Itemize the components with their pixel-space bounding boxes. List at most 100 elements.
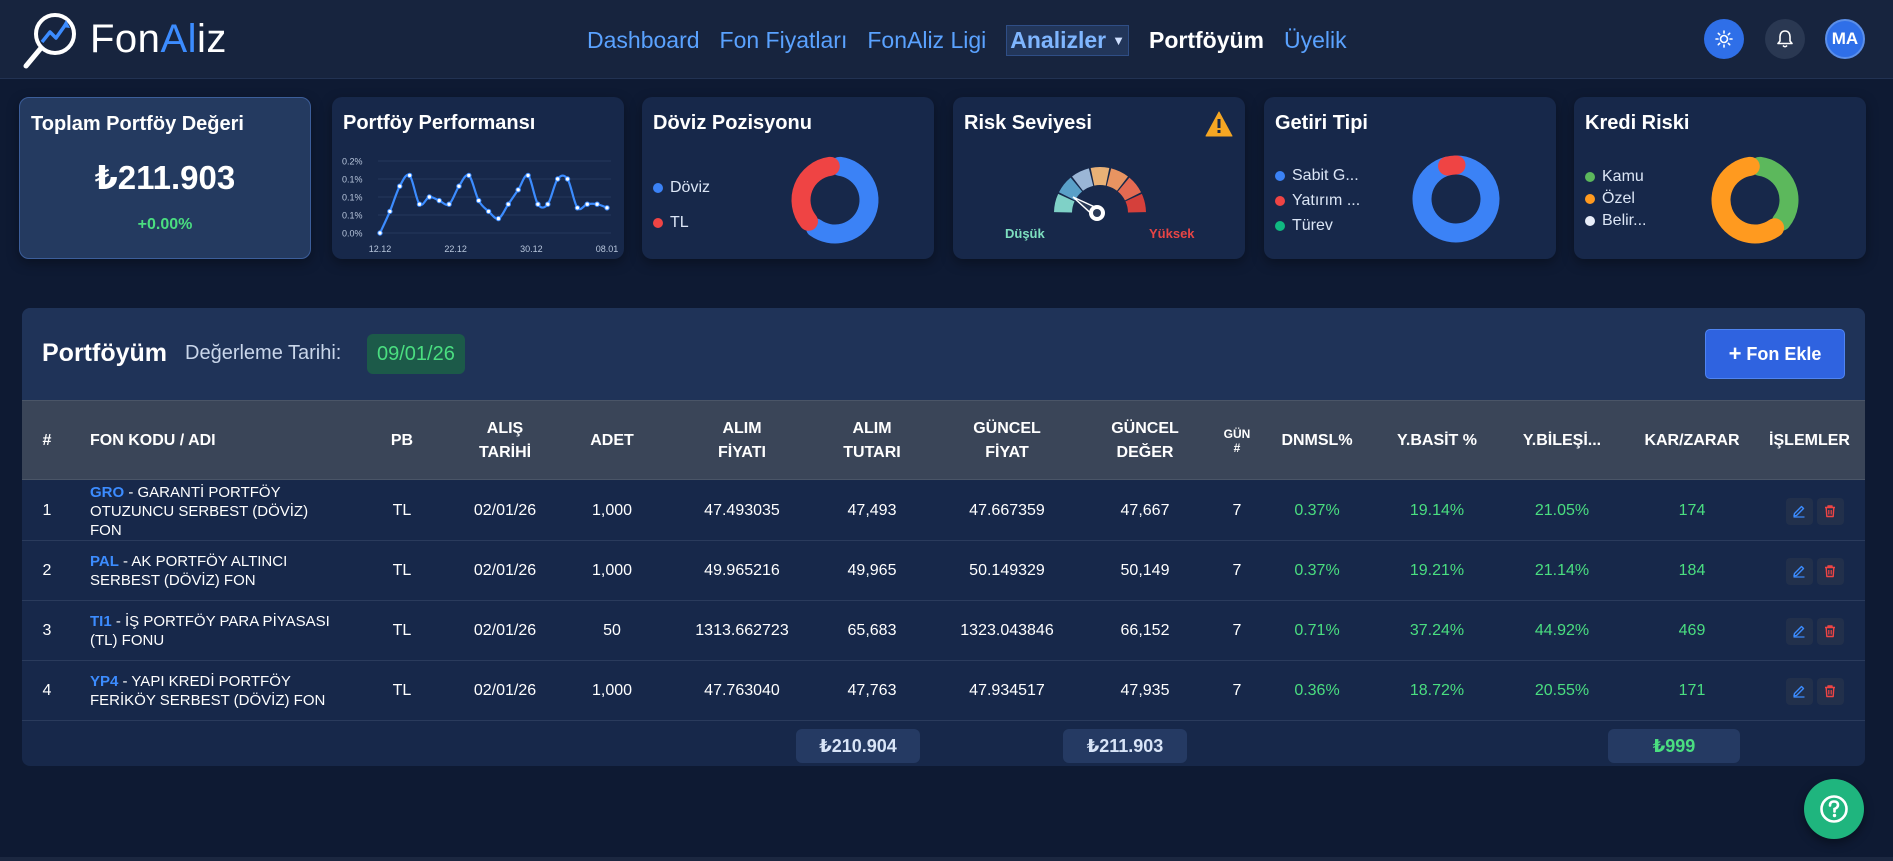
- col-buy-amount[interactable]: ALIM TUTARI: [843, 420, 901, 461]
- data-point[interactable]: [594, 201, 600, 207]
- sun-icon: [1715, 30, 1733, 48]
- donut-slice-0[interactable]: [1412, 155, 1500, 243]
- col-y-simple[interactable]: Y.BASİT %: [1396, 432, 1477, 449]
- data-point[interactable]: [554, 176, 561, 182]
- data-point[interactable]: [426, 194, 433, 200]
- nav-portfoyum[interactable]: Portföyüm: [1149, 26, 1264, 53]
- data-point[interactable]: [436, 197, 442, 204]
- donut-slice-1[interactable]: [791, 156, 840, 231]
- nav-dashboard[interactable]: Dashboard: [587, 26, 700, 53]
- data-point[interactable]: [515, 187, 521, 193]
- edit-button[interactable]: [1785, 557, 1813, 585]
- table-row[interactable]: 2 PAL - AK PORTFÖY ALTINCI SERBEST (DÖVİZ…: [22, 541, 1865, 601]
- data-point[interactable]: [397, 183, 403, 189]
- gauge-segment: [1106, 168, 1128, 191]
- valuation-date-badge: 09/01/26: [367, 334, 465, 374]
- nav-uyelik[interactable]: Üyelik: [1284, 26, 1347, 53]
- y-tick-label: 0.1%: [342, 211, 363, 221]
- cell-days: 7: [1232, 562, 1242, 579]
- data-point[interactable]: [574, 205, 581, 211]
- delete-button[interactable]: [1816, 557, 1844, 585]
- nav-fonaliz-ligi[interactable]: FonAliz Ligi: [867, 26, 987, 53]
- fund-code[interactable]: YP4: [90, 673, 119, 690]
- add-fund-button[interactable]: + Fon Ekle: [1705, 329, 1845, 379]
- total-portfolio-value: ₺211.903: [94, 159, 236, 196]
- fund-name: - İŞ PORTFÖY PARA PİYASASI (TL) FONU: [90, 613, 330, 649]
- data-point[interactable]: [416, 201, 423, 207]
- table-row[interactable]: 1 GRO - GARANTİ PORTFÖY OTUZUNCU SERBEST …: [22, 481, 1865, 541]
- fonaliz-logo[interactable]: FonAliz: [22, 8, 227, 70]
- cell-cur-price: 1323.043846: [960, 622, 1054, 639]
- edit-button[interactable]: [1785, 497, 1813, 525]
- donut-slice-0[interactable]: [1750, 156, 1799, 231]
- table-row[interactable]: 4 YP4 - YAPI KREDİ PORTFÖY FERİKÖY SERBES…: [22, 661, 1865, 721]
- edit-button[interactable]: [1785, 617, 1813, 645]
- col-days[interactable]: GÜN #: [1223, 427, 1251, 455]
- col-cur-value[interactable]: GÜNCEL DEĞER: [1111, 420, 1179, 461]
- warning-icon: [1205, 111, 1233, 137]
- donut-slice-1[interactable]: [1711, 156, 1785, 244]
- data-point[interactable]: [446, 201, 452, 207]
- cell-cur-price: 47.667359: [969, 502, 1045, 519]
- col-dnmsl[interactable]: DNMSL%: [1281, 432, 1353, 449]
- user-avatar[interactable]: MA: [1825, 19, 1865, 59]
- col-fund[interactable]: FON KODU / ADI: [90, 432, 216, 449]
- col-cur-price[interactable]: GÜNCEL FİYAT: [973, 420, 1041, 461]
- delete-button[interactable]: [1816, 617, 1844, 645]
- cell-buy-price: 49.965216: [704, 562, 780, 579]
- data-point[interactable]: [535, 201, 541, 207]
- total-profit-loss: ₺999: [1608, 729, 1740, 763]
- data-point[interactable]: [475, 197, 482, 204]
- donut-slice-0[interactable]: [805, 156, 879, 244]
- top-navbar: FonAliz Dashboard Fon Fiyatları FonAliz …: [0, 0, 1893, 79]
- theme-toggle-button[interactable]: [1704, 19, 1744, 59]
- delete-button[interactable]: [1816, 497, 1844, 525]
- nav-fon-fiyatlari[interactable]: Fon Fiyatları: [719, 26, 848, 53]
- question-circle-icon: [1820, 795, 1848, 823]
- col-pb[interactable]: PB: [390, 432, 414, 449]
- fund-code[interactable]: TI1: [90, 613, 112, 630]
- data-point[interactable]: [466, 172, 472, 179]
- performance-series-line: [378, 173, 608, 234]
- donut-slice-1[interactable]: [1438, 155, 1466, 176]
- portfolio-header: Portföyüm Değerleme Tarihi: 09/01/26 + Fo…: [22, 308, 1865, 400]
- cell-date: 02/01/26: [473, 562, 537, 579]
- data-point[interactable]: [456, 183, 462, 189]
- data-point[interactable]: [604, 205, 610, 211]
- col-profit-loss[interactable]: KAR/ZARAR: [1644, 432, 1740, 449]
- data-point[interactable]: [525, 172, 531, 179]
- fund-code[interactable]: PAL: [90, 553, 119, 570]
- total-portfolio-card: Toplam Portföy Değeri ₺211.903 +0.00%: [19, 97, 311, 259]
- performance-card: Portföy Performansı 0.2% 0.1% 0.1% 0.1% 0.0%…: [332, 97, 624, 259]
- data-point[interactable]: [387, 208, 393, 215]
- cell-y-simple: 37.24%: [1409, 622, 1465, 639]
- notifications-button[interactable]: [1765, 19, 1805, 59]
- help-button[interactable]: [1804, 779, 1864, 839]
- legend-item-turev: Türev: [1275, 213, 1360, 238]
- edit-button[interactable]: [1785, 677, 1813, 705]
- cell-date: 02/01/26: [473, 682, 537, 699]
- data-point[interactable]: [545, 201, 551, 207]
- data-point[interactable]: [564, 176, 571, 182]
- performance-line-chart: 0.2% 0.1% 0.1% 0.1% 0.0% 12.12 22.12 30.12 08.01: [342, 157, 618, 255]
- fund-code[interactable]: GRO: [90, 483, 125, 501]
- col-buy-date[interactable]: ALIŞ TARİHİ: [478, 420, 532, 461]
- col-buy-price[interactable]: ALIM FİYATI: [717, 420, 766, 461]
- nav-analizler-dropdown[interactable]: Analizler ▼: [1006, 24, 1129, 56]
- card-title: Döviz Pozisyonu: [653, 112, 812, 134]
- data-point[interactable]: [377, 230, 383, 236]
- cell-qty: 1,000: [591, 682, 633, 699]
- valuation-date-label: Değerleme Tarihi:: [185, 342, 342, 364]
- data-point[interactable]: [495, 215, 502, 222]
- data-point[interactable]: [485, 208, 492, 215]
- data-point[interactable]: [584, 201, 590, 207]
- data-point[interactable]: [505, 201, 512, 207]
- cell-buy-price: 1313.662723: [695, 622, 789, 639]
- col-y-compound[interactable]: Y.BİLEŞİ...: [1522, 432, 1602, 449]
- data-point[interactable]: [406, 172, 413, 179]
- delete-button[interactable]: [1816, 677, 1844, 705]
- cell-days: 7: [1232, 502, 1242, 519]
- col-qty[interactable]: ADET: [590, 432, 634, 449]
- table-row[interactable]: 3 TI1 - İŞ PORTFÖY PARA PİYASASI (TL) FON…: [22, 601, 1865, 661]
- table-header: # FON KODU / ADI PB ALIŞ TARİHİ ADET ALI…: [22, 400, 1865, 480]
